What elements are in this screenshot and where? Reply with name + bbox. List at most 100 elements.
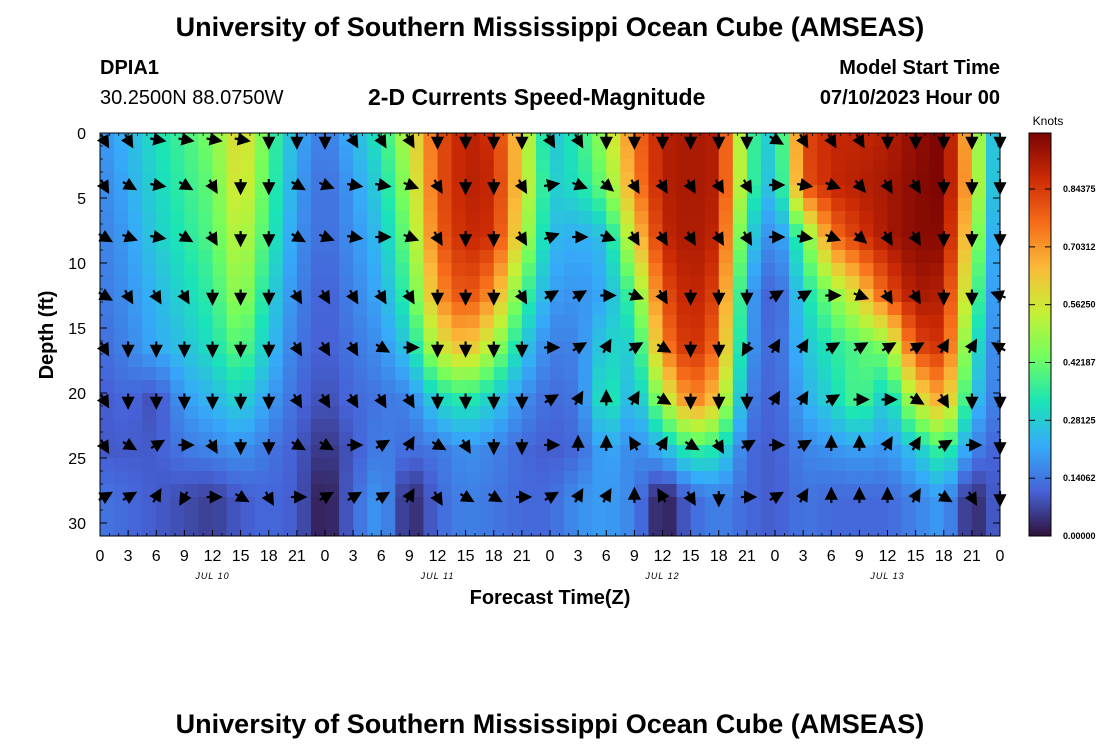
heatmap-cell: [873, 315, 889, 329]
heatmap-cell: [156, 159, 171, 173]
heatmap-cell: [746, 211, 762, 225]
heatmap-cell: [929, 276, 945, 290]
heatmap-cell: [395, 302, 410, 316]
heatmap-cell: [690, 276, 706, 290]
heatmap-cell: [718, 198, 734, 212]
heatmap-cell: [184, 263, 200, 277]
heatmap-cell: [268, 523, 284, 536]
heatmap-cell: [718, 406, 734, 420]
heatmap-cell: [803, 237, 818, 251]
heatmap-cell: [915, 432, 931, 446]
heatmap-cell: [451, 159, 467, 173]
heatmap-cell: [789, 146, 804, 160]
current-arrow: [853, 230, 868, 244]
heatmap-cell: [240, 302, 256, 316]
heatmap-cell: [479, 250, 495, 264]
heatmap-cell: [662, 159, 678, 173]
heatmap-cell: [437, 406, 453, 420]
heatmap-cell: [254, 159, 270, 173]
heatmap-cell: [310, 458, 326, 472]
current-arrow: [289, 393, 303, 409]
current-arrow: [880, 289, 893, 305]
heatmap-cell: [184, 471, 200, 485]
heatmap-cell: [395, 367, 410, 381]
heatmap-cell: [367, 172, 382, 186]
heatmap-cell: [648, 250, 664, 264]
current-vectors: [96, 132, 1007, 508]
heatmap-cell: [142, 276, 157, 290]
heatmap-cell: [789, 185, 804, 199]
heatmap-cell: [662, 458, 678, 472]
heatmap-cell: [690, 458, 706, 472]
heatmap-cell: [282, 484, 298, 498]
heatmap-cell: [817, 276, 832, 290]
heatmap-cell: [746, 367, 762, 381]
heatmap-cell: [296, 497, 312, 511]
heatmap-cell: [648, 497, 664, 511]
heatmap-cell: [465, 523, 481, 536]
heatmap-cell: [746, 302, 762, 316]
heatmap-cell: [578, 406, 593, 420]
heatmap-cell: [100, 510, 115, 524]
current-arrow: [375, 491, 391, 505]
heatmap-cell: [690, 211, 706, 225]
heatmap-cell: [310, 510, 326, 524]
heatmap-cell: [296, 380, 312, 394]
heatmap-cell: [957, 328, 973, 342]
heatmap-cell: [325, 497, 340, 511]
heatmap-cell: [339, 445, 354, 459]
heatmap-cell: [535, 354, 551, 368]
heatmap-cell: [479, 328, 495, 342]
heatmap-cell: [789, 276, 804, 290]
heatmap-cell: [564, 432, 579, 446]
current-arrow: [909, 392, 925, 405]
heatmap-cell: [325, 185, 340, 199]
heatmap-cell: [690, 419, 706, 433]
heatmap-cell: [690, 484, 706, 498]
heatmap-cell: [550, 315, 565, 329]
heatmap-cell: [381, 497, 396, 511]
heatmap-cell: [423, 133, 439, 147]
current-arrow: [909, 342, 925, 355]
heatmap-cell: [732, 315, 748, 329]
heatmap-cell: [831, 237, 846, 251]
heatmap-cell: [395, 458, 410, 472]
heatmap-cell: [971, 289, 987, 303]
heatmap-cell: [114, 315, 129, 329]
heatmap-cell: [985, 484, 1000, 498]
heatmap-cell: [142, 432, 157, 446]
heatmap-cell: [634, 406, 650, 420]
current-arrow: [319, 491, 335, 505]
heatmap-cell: [521, 133, 537, 147]
heatmap-cell: [746, 484, 762, 498]
heatmap-cell: [339, 302, 354, 316]
heatmap-cell: [100, 406, 115, 420]
heatmap-cell: [929, 211, 945, 225]
heatmap-cell: [775, 159, 790, 173]
heatmap-cell: [198, 458, 214, 472]
heatmap-cell: [409, 185, 425, 199]
heatmap-cell: [775, 237, 790, 251]
heatmap-cell: [676, 406, 692, 420]
day-label: JUL 12: [644, 571, 679, 581]
heatmap-cell: [789, 432, 804, 446]
heatmap-cell: [564, 159, 579, 173]
heatmap-cell: [859, 497, 875, 511]
heatmap-cell: [676, 302, 692, 316]
heatmap-cell: [859, 432, 875, 446]
heatmap-cell: [789, 471, 804, 485]
heatmap-cell: [521, 146, 537, 160]
heatmap-cell: [381, 406, 396, 420]
heatmap-cell: [943, 198, 959, 212]
heatmap-cell: [423, 380, 439, 394]
heatmap-cell: [184, 302, 200, 316]
heatmap-cell: [817, 523, 832, 536]
heatmap-cell: [592, 276, 607, 290]
heatmap-cells: [100, 133, 1000, 536]
heatmap-cell: [142, 198, 157, 212]
heatmap-cell: [550, 185, 565, 199]
current-arrow: [657, 487, 670, 503]
heatmap-cell: [971, 419, 987, 433]
heatmap-cell: [550, 523, 565, 536]
heatmap-cell: [901, 250, 917, 264]
